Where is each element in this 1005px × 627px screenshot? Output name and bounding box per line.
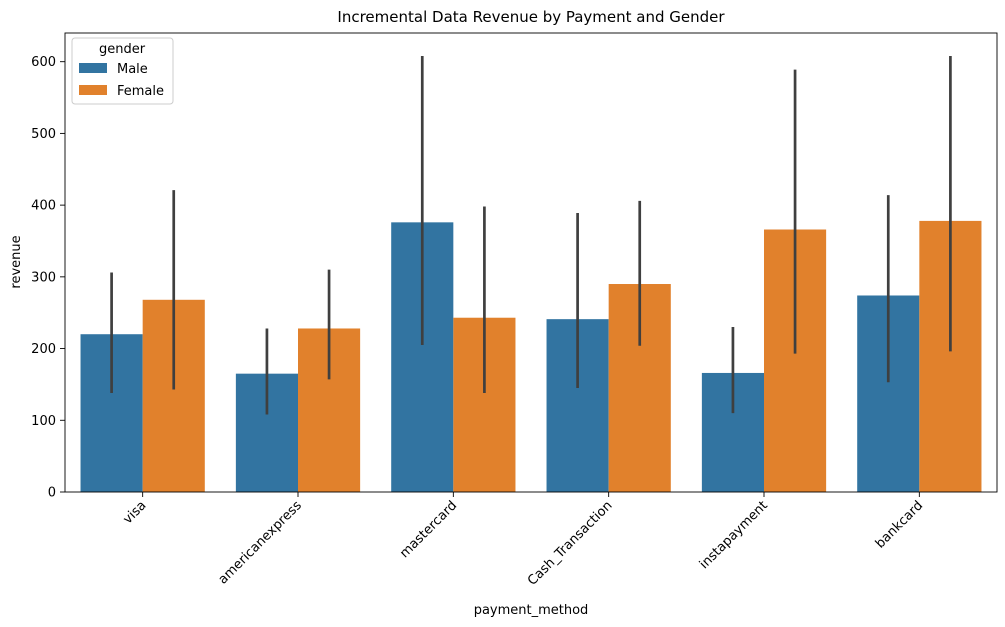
legend-swatch-male: [79, 63, 107, 73]
y-axis-title: revenue: [9, 235, 24, 288]
legend-title: gender: [99, 42, 146, 57]
legend: gender Male Female: [71, 37, 174, 105]
plot-area: 0 100 200 300 400 500 600 visa americanexpress ma…: [31, 32, 998, 589]
chart-title: Incremental Data Revenue by Payment and …: [337, 8, 725, 26]
y-tick-label: 400: [31, 199, 56, 214]
legend-label-female: Female: [117, 84, 164, 99]
x-tick-label-instapayment: instapayment: [697, 498, 771, 572]
y-tick-label: 0: [48, 486, 56, 501]
y-tick-label: 100: [31, 414, 56, 429]
x-tick-label-visa: visa: [120, 498, 149, 527]
x-tick-label-cash_transaction: Cash_Transaction: [525, 498, 615, 588]
x-tick-label-mastercard: mastercard: [397, 498, 460, 561]
y-tick-label: 300: [31, 270, 56, 285]
y-tick-label: 200: [31, 342, 56, 357]
legend-label-male: Male: [117, 62, 148, 77]
legend-swatch-female: [79, 85, 107, 95]
y-tick-label: 500: [31, 127, 56, 142]
axes-frame: [64, 32, 998, 493]
x-tick-label-bankcard: bankcard: [873, 498, 926, 551]
x-tick-label-americanexpress: americanexpress: [216, 498, 305, 587]
x-axis-title: payment_method: [474, 603, 589, 618]
y-tick-label: 600: [31, 55, 56, 70]
